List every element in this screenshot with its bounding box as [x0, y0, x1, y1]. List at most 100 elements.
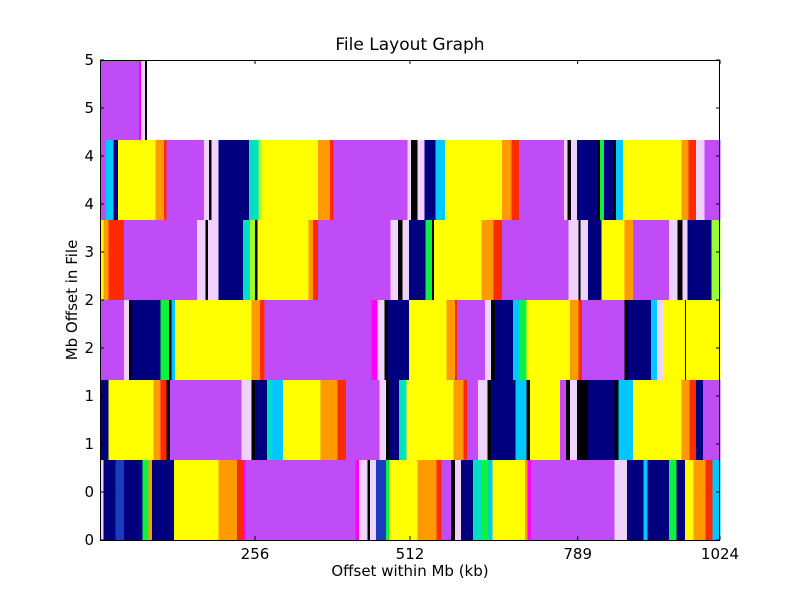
- heatmap-cell: [267, 380, 273, 460]
- heatmap-cell: [113, 140, 119, 220]
- heatmap-cell: [515, 380, 527, 460]
- y-tick-label: 0: [84, 483, 94, 501]
- heatmap-cell: [525, 460, 528, 540]
- heatmap-cell: [377, 300, 386, 380]
- heatmap-cell: [491, 380, 516, 460]
- y-tick-label: 2: [84, 291, 94, 309]
- heatmap-cell: [502, 140, 513, 220]
- heatmap-cell: [695, 380, 704, 460]
- heatmap-cell: [211, 140, 220, 220]
- heatmap-row-1: [100, 380, 721, 460]
- heatmap-cell: [453, 380, 464, 460]
- heatmap-cell: [618, 380, 634, 460]
- heatmap-cell: [614, 460, 628, 540]
- x-tick-label: 1024: [701, 545, 739, 563]
- y-tick-label: 5: [84, 99, 94, 117]
- heatmap-cell: [588, 220, 602, 300]
- heatmap-cell: [441, 460, 452, 540]
- heatmap-row-2: [100, 300, 721, 380]
- heatmap-cell: [481, 220, 495, 300]
- heatmap-cell: [337, 380, 347, 460]
- heatmap-cell: [385, 460, 390, 540]
- heatmap-cell: [603, 140, 614, 220]
- heatmap-cell: [389, 460, 418, 540]
- heatmap-cell: [138, 60, 142, 140]
- heatmap-cell: [566, 380, 571, 460]
- heatmap-cell: [255, 220, 258, 300]
- heatmap-cell: [204, 140, 210, 220]
- y-tick-label: 2: [84, 339, 94, 357]
- heatmap-cell: [669, 460, 677, 540]
- heatmap-cell: [124, 220, 198, 300]
- heatmap-cell: [241, 380, 252, 460]
- heatmap-cell: [424, 140, 436, 220]
- heatmap-cell: [454, 300, 458, 380]
- heatmap-cell: [567, 140, 572, 220]
- heatmap-row-4: [100, 140, 721, 220]
- y-axis-label: Mb Offset in File: [63, 239, 81, 361]
- heatmap-cell: [208, 140, 212, 220]
- heatmap-cell: [460, 460, 474, 540]
- heatmap-cell: [170, 380, 243, 460]
- heatmap-cell: [632, 220, 670, 300]
- heatmap-cell: [511, 140, 520, 220]
- heatmap-cell: [627, 300, 652, 380]
- heatmap-cell: [463, 380, 468, 460]
- heatmap-cell: [686, 300, 721, 380]
- heatmap-cell: [250, 220, 256, 300]
- heatmap-cell: [196, 220, 206, 300]
- heatmap-cell: [417, 460, 438, 540]
- heatmap-cell: [597, 140, 601, 220]
- heatmap-cell: [100, 300, 125, 380]
- heatmap-cell: [389, 380, 400, 460]
- heatmap-cell: [569, 380, 578, 460]
- heatmap-cell: [264, 300, 372, 380]
- heatmap-cell: [684, 300, 687, 380]
- heatmap-cell: [408, 220, 427, 300]
- heatmap-cell: [218, 140, 250, 220]
- heatmap-rows: [100, 60, 721, 540]
- heatmap-cell: [255, 380, 268, 460]
- heatmap-cell: [493, 220, 503, 300]
- x-tick-label: 256: [241, 545, 270, 563]
- heatmap-cell: [371, 300, 378, 380]
- heatmap-cell: [308, 220, 314, 300]
- heatmap-cell: [118, 140, 157, 220]
- heatmap-cell: [492, 460, 526, 540]
- y-tick-label: 4: [84, 147, 94, 165]
- heatmap-cell: [615, 140, 624, 220]
- y-tick-label: 5: [84, 51, 94, 69]
- heatmap-cell: [317, 220, 392, 300]
- heatmap-cell: [472, 460, 482, 540]
- heatmap-cell: [677, 220, 683, 300]
- heatmap-cell: [650, 300, 658, 380]
- heatmap-cell: [100, 220, 105, 300]
- heatmap-cell: [205, 220, 209, 300]
- heatmap-cell: [169, 300, 172, 380]
- heatmap-cell: [399, 380, 407, 460]
- heatmap-cell: [436, 460, 442, 540]
- heatmap-cell: [681, 140, 690, 220]
- heatmap-cell: [251, 300, 261, 380]
- heatmap-cell: [632, 380, 682, 460]
- heatmap-cell: [171, 300, 176, 380]
- y-tick-label: 1: [84, 435, 94, 453]
- heatmap-cell: [518, 140, 565, 220]
- heatmap-cell: [242, 220, 251, 300]
- heatmap-cell: [560, 380, 567, 460]
- y-tick-label: 4: [84, 195, 94, 213]
- heatmap-cell: [568, 220, 579, 300]
- heatmap-cell: [623, 140, 682, 220]
- heatmap-cell: [657, 300, 664, 380]
- heatmap-cell: [485, 300, 492, 380]
- heatmap-cell: [367, 460, 371, 540]
- heatmap-cell: [100, 140, 107, 220]
- heatmap-cell: [688, 140, 697, 220]
- heatmap-cell: [711, 220, 721, 300]
- heatmap-cell: [397, 220, 404, 300]
- heatmap-cell: [477, 380, 488, 460]
- heatmap-cell: [601, 220, 625, 300]
- heatmap-cell: [218, 460, 238, 540]
- heatmap-cell: [526, 300, 571, 380]
- heatmap-cell: [115, 460, 125, 540]
